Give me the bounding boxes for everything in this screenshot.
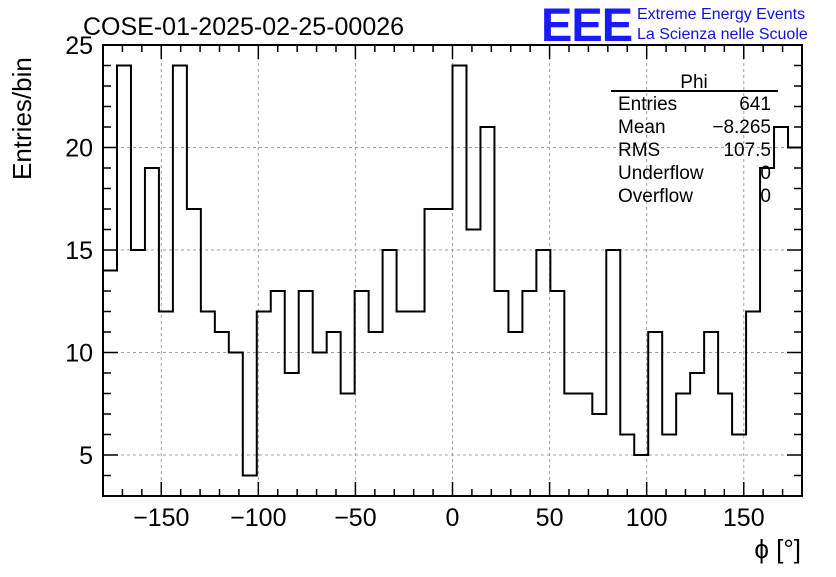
y-tick-label: 20 bbox=[65, 135, 93, 163]
x-tick-label: −150 bbox=[133, 504, 189, 532]
eee-logo: EEE bbox=[541, 0, 632, 51]
x-tick-label: −100 bbox=[230, 504, 286, 532]
y-tick-label: 15 bbox=[65, 237, 93, 265]
y-tick-label: 25 bbox=[65, 32, 93, 60]
x-tick-label: 150 bbox=[723, 504, 765, 532]
stats-entries-label: Entries bbox=[618, 94, 677, 115]
x-tick-label: 0 bbox=[446, 504, 460, 532]
stats-entries-value: 641 bbox=[739, 94, 771, 115]
axis-ticks bbox=[102, 44, 803, 497]
stats-overflow-value: 0 bbox=[760, 186, 771, 207]
org-name-line2: La Scienza nelle Scuole bbox=[637, 26, 808, 43]
stats-rms-value: 107.5 bbox=[723, 140, 771, 161]
org-name-line1: Extreme Energy Events bbox=[637, 6, 805, 23]
x-tick-label: −50 bbox=[334, 504, 376, 532]
stats-rms-label: RMS bbox=[618, 140, 660, 161]
run-title: COSE-01-2025-02-25-00026 bbox=[83, 13, 404, 41]
stats-box: Phi Entries 641 Mean −8.265 RMS 107.5 Un… bbox=[611, 72, 778, 207]
x-tick-label: 50 bbox=[536, 504, 564, 532]
x-tick-label: 100 bbox=[626, 504, 668, 532]
y-axis-label: Entries/bin bbox=[7, 57, 37, 180]
stats-mean-label: Mean bbox=[618, 117, 666, 138]
stats-mean-value: −8.265 bbox=[712, 117, 771, 138]
stats-overflow-label: Overflow bbox=[618, 186, 693, 207]
histogram-line bbox=[103, 64, 802, 477]
y-tick-label: 10 bbox=[65, 340, 93, 368]
x-axis-label: ϕ [°] bbox=[754, 534, 801, 564]
tick-labels: −150 −100 −50 0 50 100 150 5 10 15 20 25 bbox=[65, 32, 764, 532]
stats-title: Phi bbox=[680, 72, 707, 93]
stats-underflow-label: Underflow bbox=[618, 163, 704, 184]
stats-underflow-value: 0 bbox=[760, 163, 771, 184]
y-tick-label: 5 bbox=[79, 442, 93, 470]
